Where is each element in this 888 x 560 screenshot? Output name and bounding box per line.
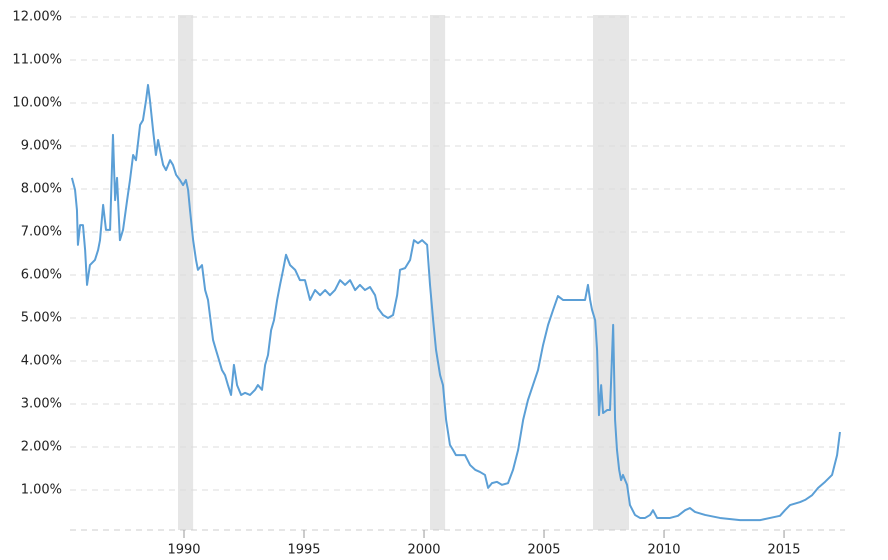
y-tick-label: 2.00% bbox=[21, 440, 62, 455]
y-tick-label: 8.00% bbox=[21, 182, 62, 197]
x-tick-label: 2000 bbox=[407, 543, 440, 558]
recession-band bbox=[178, 15, 194, 530]
y-tick-label: 1.00% bbox=[21, 483, 62, 498]
recession-band bbox=[430, 15, 446, 530]
y-tick-label: 11.00% bbox=[12, 53, 62, 68]
x-tick-label: 1990 bbox=[167, 543, 200, 558]
series-line bbox=[70, 83, 841, 522]
y-tick-label: 6.00% bbox=[21, 268, 62, 283]
y-tick-label: 5.00% bbox=[21, 311, 62, 326]
x-tick-label: 2005 bbox=[527, 543, 560, 558]
x-tick-label: 1995 bbox=[287, 543, 320, 558]
y-tick-label: 10.00% bbox=[12, 96, 62, 111]
recession-band bbox=[592, 15, 629, 530]
y-tick-label: 7.00% bbox=[21, 225, 62, 240]
y-tick-label: 12.00% bbox=[12, 10, 62, 25]
y-tick-label: 3.00% bbox=[21, 397, 62, 412]
y-tick-label: 4.00% bbox=[21, 354, 62, 369]
x-tick-label: 2010 bbox=[647, 543, 680, 558]
x-tick-label: 2015 bbox=[767, 543, 800, 558]
y-tick-label: 9.00% bbox=[21, 139, 62, 154]
